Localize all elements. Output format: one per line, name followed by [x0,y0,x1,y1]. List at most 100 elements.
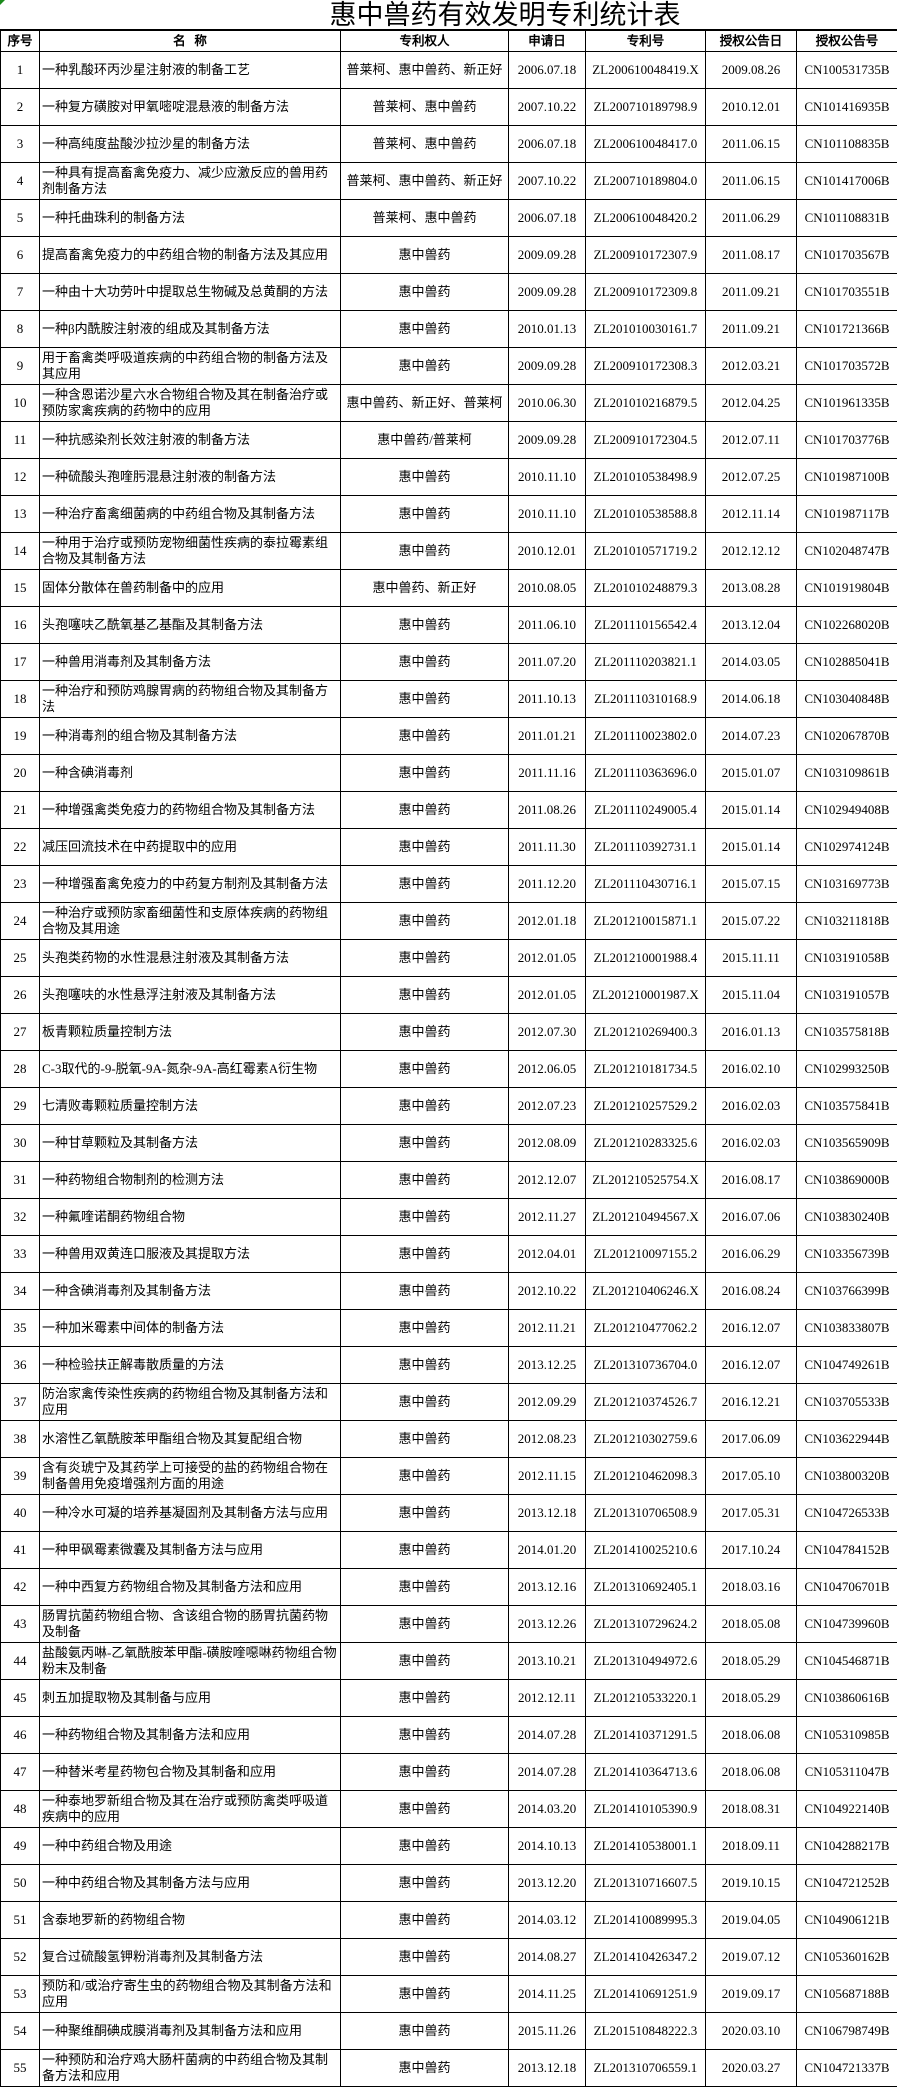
table-row: 2 一种复方磺胺对甲氧嘧啶混悬液的制备方法 普莱柯、惠中兽药 2007.10.22 ZL… [0,88,897,126]
cell-index: 29 [0,1087,40,1125]
cell-apply-date: 2010.11.10 [508,458,586,496]
cell-name: 盐酸氨丙啉-乙氧酰胺苯甲酯-磺胺喹噁啉药物组合物粉末及制备 [39,1642,341,1680]
cell-grant-no: CN105311047B [796,1753,897,1791]
cell-grant-no: CN101987117B [796,495,897,533]
cell-patent-no: ZL201310706508.9 [585,1494,706,1532]
cell-grant-date: 2018.08.31 [705,1790,797,1828]
header-row: 序号 名 称 专利权人 申请日 专利号 授权公告日 授权公告号 [0,30,897,52]
cell-owner: 普莱柯、惠中兽药 [340,125,509,163]
cell-owner: 惠中兽药 [340,347,509,385]
cell-grant-no: CN104726533B [796,1494,897,1532]
cell-grant-date: 2011.08.17 [705,236,797,274]
cell-patent-no: ZL201010248879.3 [585,569,706,607]
cell-index: 20 [0,754,40,792]
cell-owner: 普莱柯、惠中兽药、新正好 [340,51,509,89]
cell-patent-no: ZL201110156542.4 [585,606,706,644]
cell-name: 一种治疗和预防鸡腺胃病的药物组合物及其制备方法 [39,680,341,718]
cell-grant-date: 2016.06.29 [705,1235,797,1273]
cell-index: 55 [0,2049,40,2087]
cell-grant-date: 2018.03.16 [705,1568,797,1606]
cell-index: 30 [0,1124,40,1162]
table-row: 13 一种治疗畜禽细菌病的中药组合物及其制备方法 惠中兽药 2010.11.10 ZL2… [0,495,897,533]
cell-owner: 惠中兽药 [340,1642,509,1680]
cell-patent-no: ZL200710189798.9 [585,88,706,126]
table-row: 45 刺五加提取物及其制备与应用 惠中兽药 2012.12.11 ZL201210533… [0,1679,897,1717]
cell-owner: 惠中兽药 [340,1827,509,1865]
cell-patent-no: ZL201010538588.8 [585,495,706,533]
cell-indicator-icon [0,0,5,5]
cell-index: 51 [0,1901,40,1939]
cell-owner: 惠中兽药 [340,939,509,977]
cell-owner: 惠中兽药 [340,606,509,644]
cell-grant-date: 2016.12.07 [705,1309,797,1347]
cell-grant-no: CN101108831B [796,199,897,237]
cell-apply-date: 2011.12.20 [508,865,586,903]
cell-patent-no: ZL201210257529.2 [585,1087,706,1125]
cell-name: 一种冷水可凝的培养基凝固剂及其制备方法与应用 [39,1494,341,1532]
cell-owner: 惠中兽药 [340,1494,509,1532]
cell-grant-no: CN103565909B [796,1124,897,1162]
cell-grant-no: CN104739960B [796,1605,897,1643]
cell-patent-no: ZL201110023802.0 [585,717,706,755]
cell-grant-date: 2016.08.24 [705,1272,797,1310]
table-row: 31 一种药物组合物制剂的检测方法 惠中兽药 2012.12.07 ZL20121052… [0,1161,897,1199]
cell-name: 用于畜禽类呼吸道疾病的中药组合物的制备方法及其应用 [39,347,341,385]
table-row: 12 一种硫酸头孢喹肟混悬注射液的制备方法 惠中兽药 2010.11.10 ZL2010… [0,458,897,496]
cell-grant-date: 2011.06.15 [705,162,797,200]
cell-patent-no: ZL201410538001.1 [585,1827,706,1865]
cell-apply-date: 2012.09.29 [508,1383,586,1421]
cell-index: 32 [0,1198,40,1236]
cell-grant-date: 2020.03.27 [705,2049,797,2087]
cell-grant-no: CN103040848B [796,680,897,718]
cell-apply-date: 2009.09.28 [508,421,586,459]
cell-grant-date: 2018.06.08 [705,1753,797,1791]
cell-name: 固体分散体在兽药制备中的应用 [39,569,341,607]
cell-grant-date: 2015.01.14 [705,828,797,866]
cell-grant-no: CN103800320B [796,1457,897,1495]
cell-name: 一种乳酸环丙沙星注射液的制备工艺 [39,51,341,89]
cell-name: 一种具有提高畜禽免疫力、减少应激反应的兽用药剂制备方法 [39,162,341,200]
cell-name: 七清败毒颗粒质量控制方法 [39,1087,341,1125]
cell-owner: 普莱柯、惠中兽药 [340,88,509,126]
cell-grant-no: CN102949408B [796,791,897,829]
table-row: 33 一种兽用双黄连口服液及其提取方法 惠中兽药 2012.04.01 ZL201210… [0,1235,897,1273]
cell-grant-date: 2017.05.31 [705,1494,797,1532]
cell-grant-no: CN101721366B [796,310,897,348]
table-row: 30 一种甘草颗粒及其制备方法 惠中兽药 2012.08.09 ZL2012102833… [0,1124,897,1162]
cell-grant-date: 2019.04.05 [705,1901,797,1939]
cell-grant-date: 2018.09.11 [705,1827,797,1865]
cell-grant-no: CN101919804B [796,569,897,607]
cell-grant-date: 2018.06.08 [705,1716,797,1754]
cell-apply-date: 2013.12.16 [508,1568,586,1606]
cell-patent-no: ZL201210462098.3 [585,1457,706,1495]
cell-name: 一种硫酸头孢喹肟混悬注射液的制备方法 [39,458,341,496]
cell-apply-date: 2012.08.23 [508,1420,586,1458]
cell-index: 6 [0,236,40,274]
cell-owner: 惠中兽药 [340,1605,509,1643]
cell-apply-date: 2007.10.22 [508,88,586,126]
cell-owner: 惠中兽药 [340,1716,509,1754]
cell-patent-no: ZL201410025210.6 [585,1531,706,1569]
cell-name: 一种含碘消毒剂 [39,754,341,792]
cell-name: 一种复方磺胺对甲氧嘧啶混悬液的制备方法 [39,88,341,126]
cell-patent-no: ZL201110310168.9 [585,680,706,718]
cell-name: 一种中药组合物及用途 [39,1827,341,1865]
cell-name: 一种兽用消毒剂及其制备方法 [39,643,341,681]
cell-apply-date: 2011.07.20 [508,643,586,681]
cell-name: 提高畜禽免疫力的中药组合物的制备方法及其应用 [39,236,341,274]
cell-index: 1 [0,51,40,89]
cell-name: 一种用于治疗或预防宠物细菌性疾病的泰拉霉素组合物及其制备方法 [39,532,341,570]
cell-patent-no: ZL201410691251.9 [585,1975,706,2013]
table-row: 49 一种中药组合物及用途 惠中兽药 2014.10.13 ZL201410538001… [0,1827,897,1865]
cell-grant-date: 2012.12.12 [705,532,797,570]
cell-apply-date: 2014.11.25 [508,1975,586,2013]
cell-name: 含有炎琥宁及其药学上可接受的盐的药物组合物在制备兽用免疫增强剂方面的用途 [39,1457,341,1495]
cell-name: 一种增强禽类免疫力的药物组合物及其制备方法 [39,791,341,829]
cell-apply-date: 2012.11.21 [508,1309,586,1347]
cell-index: 41 [0,1531,40,1569]
cell-apply-date: 2009.09.28 [508,236,586,274]
cell-patent-no: ZL201210283325.6 [585,1124,706,1162]
cell-grant-no: CN100531735B [796,51,897,89]
cell-owner: 惠中兽药 [340,1346,509,1384]
table-row: 37 防治家禽传染性疾病的药物组合物及其制备方法和应用 惠中兽药 2012.09.29… [0,1383,897,1421]
